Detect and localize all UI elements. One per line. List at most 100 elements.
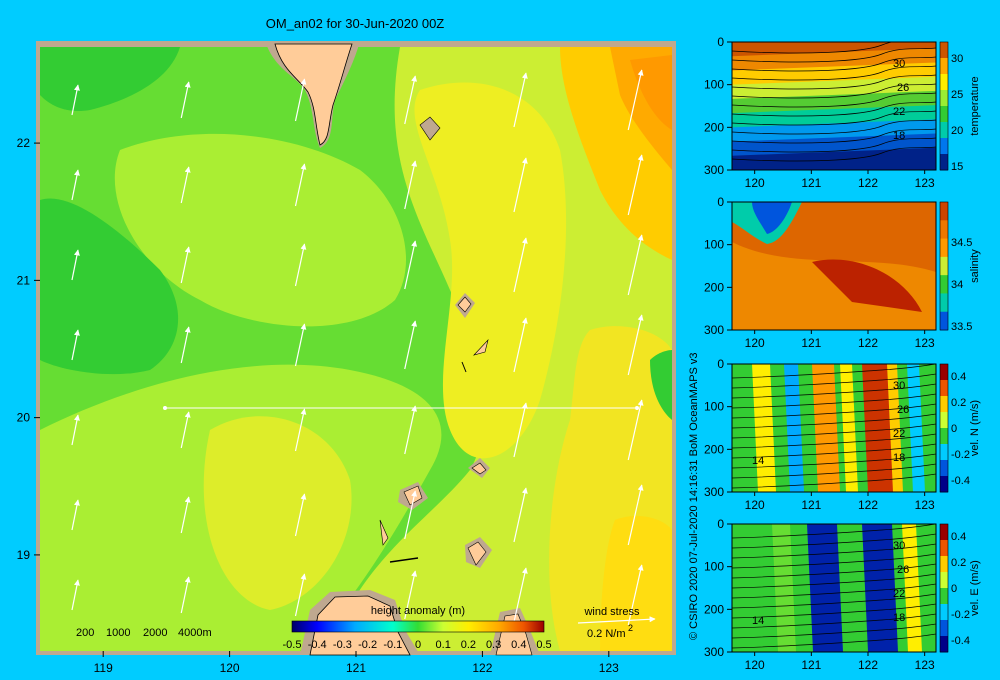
wind-arrow: [627, 314, 644, 376]
wind-arrow: [404, 240, 418, 290]
panel-colorbar-tick: 34: [951, 279, 963, 291]
map-x-tick: 120: [220, 661, 240, 675]
depth-legend: 200 1000 2000 4000m: [76, 627, 212, 639]
panel-y-tick: 0: [717, 195, 724, 209]
wind-arrow: [404, 490, 418, 540]
contour-label: 18: [893, 612, 905, 624]
panel-colorbar-tick: -0.4: [951, 475, 970, 487]
wind-arrow: [71, 84, 80, 116]
panel-colorbar-tick: 30: [951, 53, 963, 65]
wind-arrow: [513, 487, 528, 543]
depth-200: 200: [76, 627, 94, 639]
map-x-tick: 123: [599, 661, 619, 675]
colorbar-tick: 0.3: [486, 639, 501, 651]
contour-label: 22: [893, 428, 905, 440]
map-x-tick: 121: [346, 661, 366, 675]
wind-arrow: [294, 163, 307, 207]
panel-y-tick: 200: [704, 120, 724, 134]
panel-colorbar-tick: 15: [951, 161, 963, 173]
wind-arrow: [627, 399, 644, 461]
panel-colorbar-tick: 0: [951, 423, 957, 435]
depth-2000: 2000: [143, 627, 167, 639]
wind-arrow: [71, 579, 80, 611]
panel-x-tick: 123: [915, 336, 935, 350]
height-anomaly-colorbar: height anomaly (m) -0.5 -0.4 -0.3 -0.2 -0.1 0…: [283, 605, 552, 651]
panel-temperature: 30 26 22 18 0 100 200 300 120 121 122 123 30 25 20 15 te…: [704, 35, 981, 190]
panel-y-tick: 300: [704, 485, 724, 499]
wind-arrow: [513, 402, 528, 458]
wind-arrow: [404, 160, 418, 210]
contour-label: 26: [897, 564, 909, 576]
colorbar-tick: 0: [415, 639, 421, 651]
wind-arrow: [180, 246, 191, 284]
wind-arrow: [71, 499, 80, 531]
wind-arrow: [513, 157, 528, 213]
wind-arrow: [294, 78, 307, 122]
wind-arrow: [294, 323, 307, 367]
panel-colorbar-label: vel. N (m/s): [969, 400, 981, 456]
wind-arrow: [404, 75, 418, 125]
panel-y-tick: 100: [704, 560, 724, 574]
wind-arrow: [294, 408, 307, 452]
map-x-tick: 122: [472, 661, 492, 675]
panel-y-tick: 100: [704, 78, 724, 92]
colorbar-tick: 0.1: [436, 639, 451, 651]
panel-x-tick: 123: [915, 176, 935, 190]
panel-colorbar-tick: 0.2: [951, 397, 966, 409]
contour-label: 30: [893, 540, 905, 552]
wind-arrow: [404, 405, 418, 455]
map-x-axis: 119 120 121 122 123: [94, 651, 619, 675]
panel-y-tick: 0: [717, 35, 724, 49]
contour-label: 22: [893, 106, 905, 118]
panel-colorbar-label: temperature: [969, 76, 981, 135]
panel-x-tick: 120: [745, 176, 765, 190]
wind-arrow: [180, 496, 191, 534]
wind-arrow: [627, 234, 644, 296]
panel-colorbar-tick: 33.5: [951, 321, 972, 333]
map-x-tick: 119: [94, 661, 113, 675]
panel-colorbar-tick: 34.5: [951, 237, 972, 249]
wind-arrow: [513, 317, 528, 373]
panel-x-tick: 121: [801, 498, 821, 512]
panel-colorbar-tick: 25: [951, 89, 963, 101]
colorbar-tick: -0.5: [283, 639, 302, 651]
wind-arrow: [404, 570, 418, 620]
contour-label: 14: [752, 615, 764, 627]
wind-arrow: [71, 249, 80, 281]
panel-colorbar-tick: 0.2: [951, 557, 966, 569]
panel-y-tick: 100: [704, 238, 724, 252]
wind-stress-scale: 0.2 N/m: [587, 628, 626, 640]
panel-y-tick: 200: [704, 280, 724, 294]
colorbar-tick: -0.1: [383, 639, 402, 651]
section-panels: 30 26 22 18 0 100 200 300 120 121 122 123 30 25 20 15 te…: [704, 35, 981, 672]
panel-x-tick: 122: [858, 498, 878, 512]
panel-colorbar-tick: -0.2: [951, 449, 970, 461]
wind-arrow: [71, 414, 80, 446]
panel-colorbar-label: salinity: [969, 249, 981, 283]
panel-y-tick: 100: [704, 400, 724, 414]
contour-label: 18: [893, 130, 905, 142]
colorbar-tick: 0.4: [511, 639, 526, 651]
colorbar-tick: 0.2: [461, 639, 476, 651]
panel-x-tick: 122: [858, 336, 878, 350]
panel-y-tick: 300: [704, 323, 724, 337]
panel-y-tick: 300: [704, 163, 724, 177]
contour-label: 18: [893, 452, 905, 464]
panel-x-tick: 120: [745, 498, 765, 512]
panel-colorbar-tick: 20: [951, 125, 963, 137]
panel-salinity: 0 100 200 300 120 121 122 123 34.5 34 33.5 salinity: [704, 195, 981, 350]
panel-colorbar-tick: 0: [951, 583, 957, 595]
panel-y-tick: 0: [717, 517, 724, 531]
panel-x-tick: 121: [801, 336, 821, 350]
panel-x-tick: 122: [858, 658, 878, 672]
wind-arrow: [513, 237, 528, 293]
wind-stress-legend: wind stress 0.2 N/m 2: [577, 606, 656, 640]
credit-text: © CSIRO 2020 07-Jul-2020 14:16:31 BoM Oc…: [688, 352, 700, 640]
colorbar-tick: -0.4: [308, 639, 327, 651]
panel-vel-n: 30 26 22 18 14 0 100 200 300 120 121 122 123 0.4 0.2 0 -…: [704, 357, 981, 512]
wind-arrow: [71, 169, 80, 201]
colorbar-title: height anomaly (m): [371, 605, 465, 617]
height-anomaly-field: [40, 47, 672, 651]
panel-x-tick: 122: [858, 176, 878, 190]
